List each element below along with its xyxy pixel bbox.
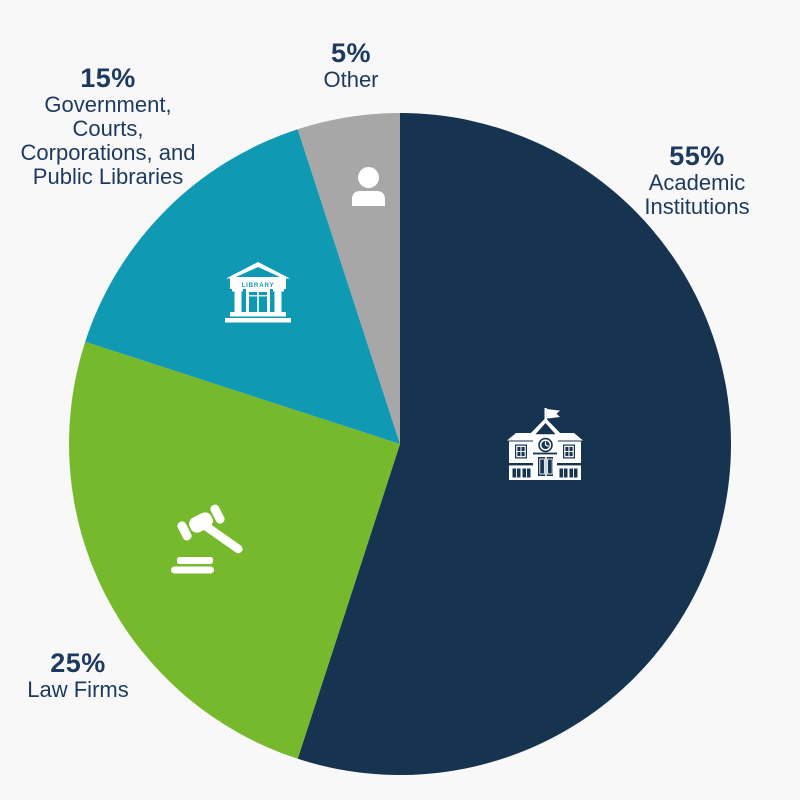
label-line: Corporations, and	[20, 140, 196, 165]
pct-other: 5%	[330, 38, 372, 68]
label-line: Academic	[648, 170, 746, 195]
library-building-icon: LIBRARY	[225, 262, 291, 323]
person-icon	[352, 167, 385, 206]
pct-government: 15%	[80, 63, 136, 93]
school-building-icon	[507, 408, 583, 480]
pct-academic-institutions: 55%	[669, 141, 725, 171]
label-government-courts-corporations-public-libraries: 15% Government, Courts, Corporations, an…	[0, 63, 233, 189]
label-other: 5% Other	[271, 38, 431, 92]
gavel-icon	[171, 504, 243, 574]
label-line: Courts,	[72, 116, 144, 141]
label-line: Other	[323, 67, 379, 92]
label-academic-institutions: 55% Academic Institutions	[587, 141, 800, 219]
label-line: Law Firms	[27, 677, 129, 702]
label-line: Government,	[44, 92, 172, 117]
label-line: Public Libraries	[32, 164, 184, 189]
library-sign-text: LIBRARY	[242, 282, 275, 289]
label-line: Institutions	[644, 194, 750, 219]
pct-law-firms: 25%	[50, 648, 106, 678]
label-law-firms: 25% Law Firms	[0, 648, 178, 702]
